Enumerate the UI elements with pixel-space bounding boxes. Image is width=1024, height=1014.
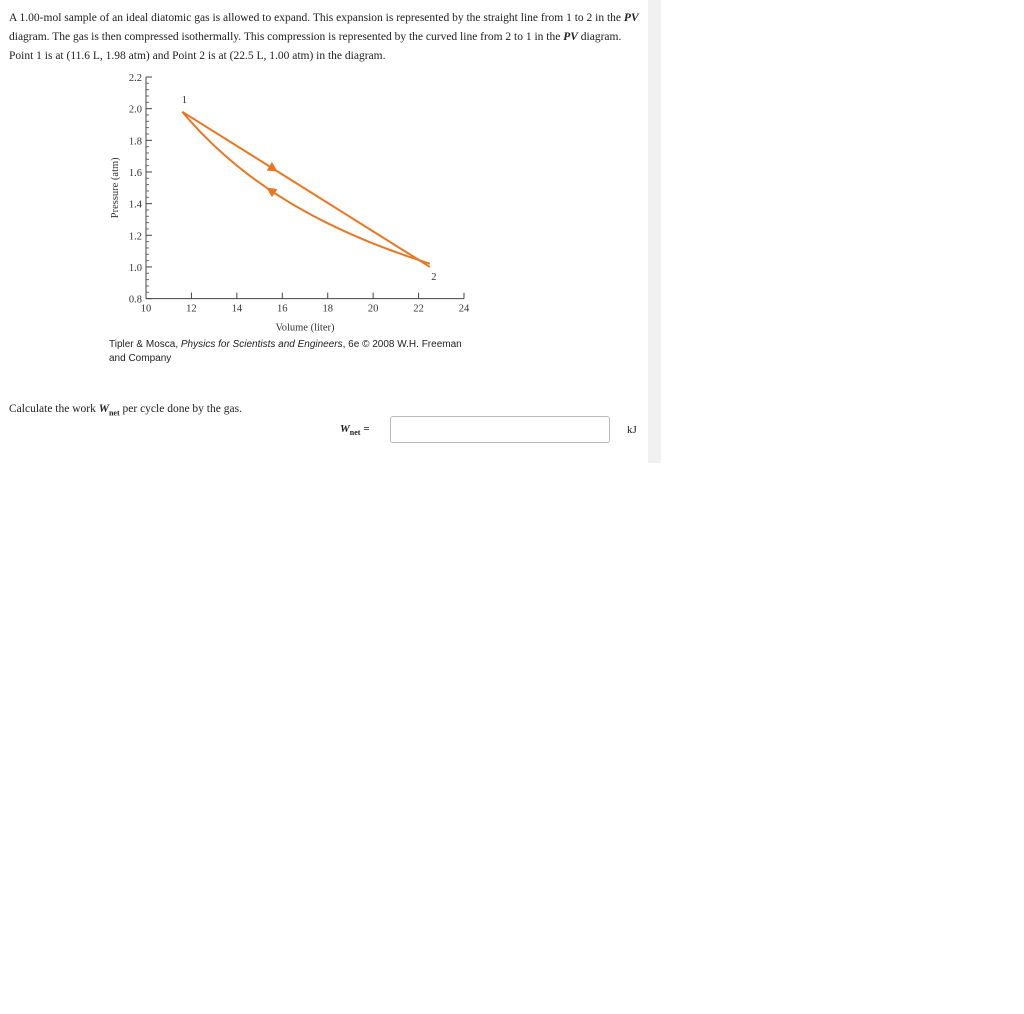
y-tick-label: 1.6	[129, 168, 142, 179]
question-text: A 1.00-mol sample of an ideal diatomic g…	[9, 9, 639, 66]
prompt-sub: net	[108, 408, 120, 418]
question-panel: A 1.00-mol sample of an ideal diatomic g…	[0, 0, 648, 463]
answer-label: Wnet =	[340, 423, 369, 437]
expansion-line	[181, 110, 431, 268]
x-tick-label: 18	[322, 304, 333, 315]
x-tick-label: 24	[459, 304, 470, 315]
prompt-text: Calculate the work Wnet per cycle done b…	[9, 403, 242, 417]
credit-title: Physics for Scientists and Engineers	[180, 339, 343, 350]
question-part: PV	[623, 12, 639, 24]
point-label-1: 1	[182, 95, 187, 106]
figure-credit: Tipler & Mosca, Physics for Scientists a…	[109, 338, 479, 366]
isothermal-curve	[181, 111, 431, 265]
credit-publisher: , 6e © 2008 W.H. Freeman and Company	[109, 339, 462, 364]
arrow-up-left-icon	[266, 187, 278, 198]
question-part: A 1.00-mol sample of an ideal diatomic g…	[9, 12, 624, 24]
prompt-pre: Calculate the work	[9, 403, 99, 415]
x-axis-label: Volume (liter)	[275, 323, 335, 334]
y-tick-label: 1.2	[129, 231, 142, 242]
x-tick-label: 22	[413, 304, 424, 315]
answer-sub: net	[349, 428, 361, 438]
x-tick-label: 16	[277, 304, 288, 315]
answer-var: W	[340, 423, 350, 435]
y-tick-label: 1.0	[129, 263, 142, 274]
prompt-var: W	[98, 403, 109, 415]
prompt-post: per cycle done by the gas.	[119, 403, 242, 415]
question-part: PV	[563, 31, 578, 43]
y-tick-label: 1.4	[129, 200, 143, 211]
credit-authors: Tipler & Mosca,	[109, 339, 181, 350]
x-tick-label: 20	[368, 304, 379, 315]
question-part: diagram. Point 1 is at (11.6 L, 1.98 atm…	[9, 31, 622, 62]
unit-label: kJ	[627, 424, 637, 436]
y-axis-label: Pressure (atm)	[110, 157, 121, 218]
scrollbar[interactable]	[648, 0, 661, 463]
point-label-2: 2	[431, 272, 436, 283]
y-tick-label: 0.8	[129, 295, 142, 306]
question-part: diagram. The gas is then compressed isot…	[9, 31, 564, 43]
wnet-answer-input[interactable]	[390, 416, 610, 443]
y-tick-label: 1.8	[129, 136, 142, 147]
y-tick-label: 2.2	[129, 73, 142, 84]
x-tick-label: 14	[232, 304, 243, 315]
y-tick-label: 2.0	[129, 105, 142, 116]
x-tick-label: 12	[186, 304, 197, 315]
arrow-down-right-icon	[266, 162, 278, 172]
x-tick-label: 10	[141, 304, 152, 315]
pv-diagram: 0.81.01.21.41.61.82.02.210 12 14 16 18 20 22 24…	[110, 73, 470, 334]
answer-eq: =	[360, 423, 370, 435]
